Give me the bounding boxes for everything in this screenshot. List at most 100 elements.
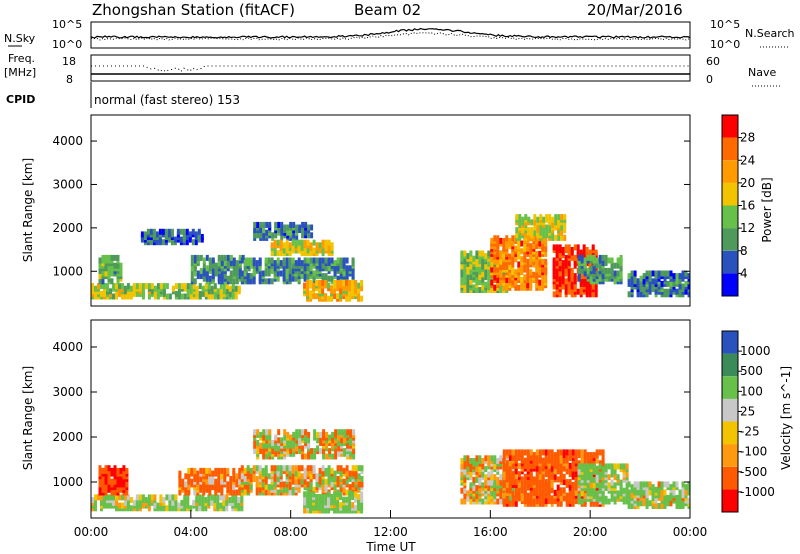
cell bbox=[333, 260, 337, 267]
cell bbox=[253, 227, 257, 234]
cell bbox=[196, 470, 200, 477]
cell bbox=[258, 486, 262, 493]
cell bbox=[205, 265, 209, 272]
cell bbox=[273, 265, 277, 272]
cell bbox=[337, 434, 341, 441]
cell bbox=[550, 454, 554, 461]
cell bbox=[204, 283, 208, 290]
cell bbox=[168, 505, 172, 512]
cell bbox=[115, 283, 118, 290]
cell bbox=[616, 270, 620, 277]
cell bbox=[321, 470, 325, 477]
cell bbox=[595, 474, 599, 481]
cell bbox=[292, 431, 296, 438]
freq-panel bbox=[90, 54, 691, 82]
cell bbox=[158, 228, 162, 235]
cell bbox=[309, 257, 313, 264]
cell bbox=[487, 485, 491, 491]
cell bbox=[357, 481, 361, 488]
cell bbox=[199, 467, 203, 474]
cell bbox=[249, 262, 253, 269]
cell bbox=[289, 229, 293, 236]
cell bbox=[312, 486, 316, 493]
cell bbox=[292, 442, 296, 449]
cell bbox=[681, 283, 685, 290]
cell bbox=[580, 490, 584, 497]
cell bbox=[545, 214, 549, 221]
cell bbox=[571, 465, 575, 472]
cell bbox=[110, 270, 114, 277]
colorbar-tick-label: 500 bbox=[740, 364, 763, 378]
cell bbox=[204, 505, 208, 512]
cell bbox=[225, 494, 229, 501]
cell bbox=[264, 267, 268, 274]
cell bbox=[487, 279, 491, 286]
cell bbox=[681, 270, 685, 277]
cell bbox=[100, 283, 103, 290]
cell bbox=[515, 232, 519, 239]
cell bbox=[279, 270, 283, 277]
cell bbox=[351, 273, 355, 280]
cell bbox=[208, 257, 212, 264]
cell bbox=[535, 498, 539, 505]
cell bbox=[222, 283, 226, 290]
cell bbox=[126, 283, 130, 290]
cell bbox=[613, 270, 617, 277]
cell bbox=[223, 260, 227, 267]
cell bbox=[234, 494, 238, 501]
cell bbox=[478, 255, 482, 262]
cell bbox=[669, 500, 673, 507]
cell bbox=[291, 267, 295, 274]
cell bbox=[354, 491, 358, 498]
cell bbox=[173, 236, 177, 243]
patch-6 bbox=[270, 239, 334, 257]
cell bbox=[171, 494, 175, 501]
cell bbox=[552, 244, 556, 251]
cell bbox=[493, 455, 497, 462]
cell bbox=[651, 286, 655, 293]
nave-label: Nave bbox=[748, 66, 776, 79]
cell bbox=[288, 470, 292, 477]
cell bbox=[565, 492, 569, 499]
cell bbox=[345, 496, 349, 503]
cell bbox=[545, 224, 549, 231]
cell bbox=[304, 453, 308, 460]
cell bbox=[232, 278, 236, 285]
cell bbox=[687, 291, 690, 298]
cell bbox=[283, 429, 287, 436]
cell bbox=[481, 458, 485, 464]
cell bbox=[594, 249, 598, 256]
cell bbox=[113, 465, 117, 472]
cell bbox=[211, 257, 215, 264]
cell bbox=[273, 260, 277, 267]
cell bbox=[222, 288, 226, 295]
cell bbox=[282, 481, 286, 488]
cell bbox=[121, 502, 124, 509]
cell bbox=[511, 500, 515, 507]
cell bbox=[633, 275, 637, 282]
cell bbox=[135, 283, 139, 290]
cell bbox=[141, 288, 145, 295]
cell bbox=[119, 262, 123, 269]
cell bbox=[270, 278, 274, 285]
cell bbox=[651, 278, 655, 285]
cell bbox=[472, 255, 476, 262]
cell bbox=[156, 502, 160, 509]
cell bbox=[466, 460, 470, 467]
cell bbox=[493, 463, 497, 470]
cell bbox=[301, 445, 305, 452]
cell bbox=[273, 247, 277, 254]
cell bbox=[490, 455, 494, 462]
cell bbox=[589, 476, 593, 483]
cell bbox=[336, 499, 340, 506]
cell bbox=[604, 267, 608, 274]
cell bbox=[580, 254, 584, 261]
cell bbox=[475, 287, 479, 293]
cell bbox=[226, 275, 230, 282]
cell bbox=[292, 232, 296, 239]
cell bbox=[511, 471, 515, 478]
cell bbox=[289, 221, 293, 228]
cell bbox=[331, 453, 335, 460]
noise-left-tick-high: 10^5 bbox=[52, 18, 82, 31]
cell bbox=[342, 486, 346, 493]
